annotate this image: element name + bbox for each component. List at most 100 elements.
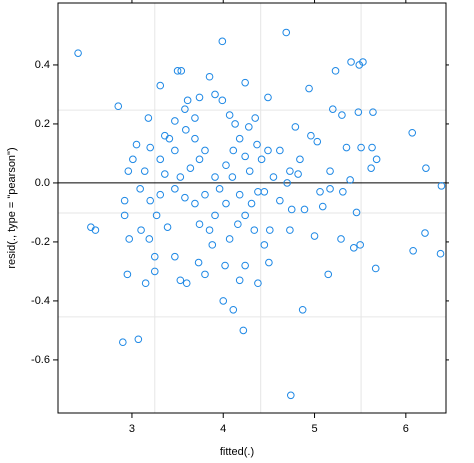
point bbox=[146, 143, 155, 152]
point bbox=[369, 108, 377, 116]
point bbox=[114, 102, 123, 111]
point bbox=[241, 261, 249, 270]
point bbox=[342, 143, 351, 152]
point bbox=[91, 226, 100, 234]
point bbox=[222, 199, 230, 208]
point bbox=[241, 78, 249, 87]
point bbox=[349, 244, 358, 252]
point bbox=[276, 146, 284, 155]
point bbox=[161, 170, 169, 178]
point bbox=[368, 143, 376, 152]
point bbox=[191, 114, 199, 122]
point bbox=[286, 226, 294, 234]
y-tick-label: 0.2 bbox=[35, 118, 50, 130]
point bbox=[367, 164, 375, 172]
point bbox=[171, 252, 179, 261]
point bbox=[328, 105, 337, 113]
point bbox=[195, 155, 204, 164]
point bbox=[331, 67, 340, 75]
point bbox=[171, 117, 179, 125]
point bbox=[177, 67, 186, 75]
point bbox=[276, 196, 284, 205]
point bbox=[195, 93, 204, 102]
point bbox=[125, 235, 134, 243]
point bbox=[150, 252, 159, 261]
point bbox=[241, 152, 249, 161]
point bbox=[195, 220, 204, 229]
point bbox=[437, 182, 446, 190]
point bbox=[129, 155, 137, 164]
y-tick-label: 0.4 bbox=[35, 59, 50, 71]
point bbox=[201, 146, 209, 155]
point bbox=[124, 167, 133, 175]
point bbox=[260, 187, 269, 196]
point bbox=[269, 173, 278, 181]
x-axis-label: fitted(.) bbox=[220, 446, 254, 458]
point bbox=[152, 211, 161, 220]
point bbox=[257, 155, 266, 164]
point bbox=[74, 49, 82, 57]
point bbox=[307, 131, 315, 140]
point bbox=[254, 279, 262, 288]
point bbox=[354, 108, 363, 116]
point bbox=[245, 123, 253, 131]
point bbox=[120, 211, 129, 220]
point bbox=[298, 305, 307, 314]
point bbox=[436, 249, 445, 258]
point bbox=[191, 134, 199, 143]
point bbox=[235, 190, 244, 199]
point bbox=[211, 173, 219, 181]
x-tick-label: 6 bbox=[403, 423, 409, 435]
point bbox=[300, 205, 309, 214]
point bbox=[324, 270, 333, 279]
point bbox=[241, 211, 249, 220]
point bbox=[338, 111, 346, 119]
y-tick-label: -0.6 bbox=[31, 354, 50, 366]
point bbox=[218, 37, 227, 46]
point bbox=[286, 167, 294, 175]
point bbox=[266, 226, 274, 234]
point bbox=[218, 96, 227, 105]
x-tick-label: 5 bbox=[311, 423, 317, 435]
point bbox=[205, 72, 214, 81]
point bbox=[287, 205, 296, 214]
point bbox=[176, 173, 185, 181]
point bbox=[337, 235, 345, 243]
point bbox=[294, 170, 302, 178]
point bbox=[305, 84, 313, 93]
point bbox=[235, 276, 244, 285]
point bbox=[283, 179, 291, 187]
point bbox=[123, 270, 132, 279]
plot-frame bbox=[57, 2, 447, 414]
point bbox=[215, 185, 224, 193]
point bbox=[181, 193, 189, 202]
point bbox=[316, 187, 324, 196]
point bbox=[173, 67, 182, 75]
point bbox=[137, 226, 145, 234]
point bbox=[156, 155, 165, 164]
point bbox=[221, 261, 229, 270]
point bbox=[352, 208, 361, 217]
point bbox=[132, 140, 141, 149]
point bbox=[228, 173, 237, 181]
point bbox=[186, 164, 195, 172]
point bbox=[163, 223, 172, 231]
point bbox=[191, 199, 199, 208]
point bbox=[205, 226, 214, 234]
point bbox=[247, 199, 256, 208]
point bbox=[229, 146, 238, 155]
y-tick-label: 0.0 bbox=[35, 177, 50, 189]
point bbox=[176, 276, 185, 285]
point bbox=[119, 338, 127, 347]
point bbox=[422, 164, 430, 172]
point bbox=[356, 241, 364, 249]
point bbox=[146, 196, 155, 205]
point bbox=[282, 28, 291, 37]
point bbox=[371, 264, 380, 273]
point bbox=[264, 93, 272, 102]
point bbox=[171, 146, 179, 155]
point bbox=[357, 143, 365, 152]
point bbox=[251, 114, 259, 122]
point bbox=[136, 185, 144, 193]
